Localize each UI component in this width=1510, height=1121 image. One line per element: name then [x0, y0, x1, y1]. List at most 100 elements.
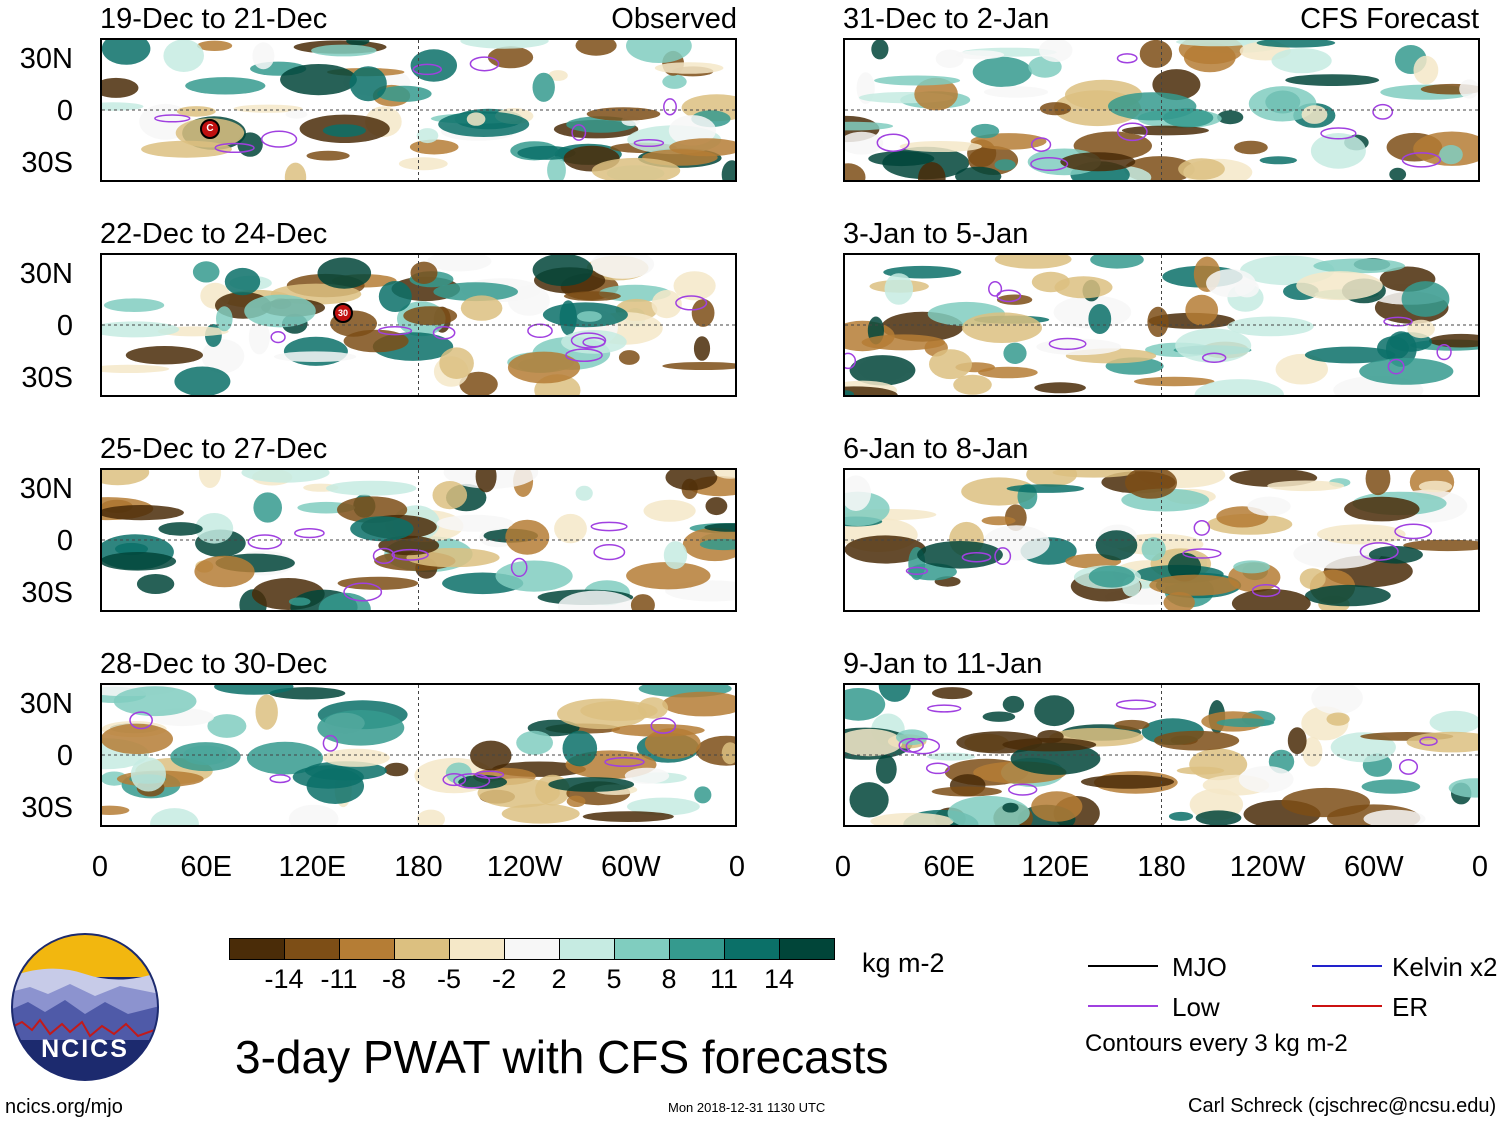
longitude-label: 180 [394, 851, 443, 883]
low-contour [432, 326, 456, 340]
pwat-anomaly [102, 364, 170, 373]
low-contour [675, 295, 708, 311]
pwat-anomaly [1002, 695, 1025, 713]
colorbar-swatch [779, 938, 835, 960]
pwat-anomaly [699, 538, 735, 551]
pwat-anomaly [875, 754, 897, 784]
pwat-anomaly [1311, 685, 1363, 715]
pwat-anomaly [349, 66, 387, 102]
pwat-anomaly [654, 62, 724, 74]
pwat-anomaly [947, 795, 1030, 825]
pwat-anomaly [1147, 306, 1169, 337]
pwat-anomaly [274, 351, 357, 362]
low-contour [343, 582, 383, 602]
pwat-anomaly [505, 519, 550, 555]
pwat-anomaly [406, 548, 500, 568]
pwat-map [100, 468, 737, 612]
longitude-label: 60E [180, 851, 232, 883]
pwat-map [843, 468, 1480, 612]
pwat-anomaly [466, 112, 486, 126]
pwat-field [102, 255, 735, 395]
pwat-anomaly [1231, 589, 1311, 610]
low-contour [1394, 523, 1433, 540]
pwat-anomaly [1134, 376, 1215, 387]
pwat-anomaly [918, 162, 946, 180]
pwat-map [843, 683, 1480, 827]
pwat-anomaly [1296, 271, 1383, 301]
low-contour [925, 762, 950, 775]
pwat-anomaly [1285, 74, 1380, 86]
pwat-anomaly [1389, 167, 1407, 180]
low-contour [412, 63, 443, 76]
pwat-anomaly [1034, 382, 1086, 394]
pwat-anomaly [651, 290, 682, 319]
low-contour [1048, 337, 1087, 351]
pwat-anomaly [317, 710, 405, 746]
pwat-anomaly [1088, 304, 1112, 334]
pwat-anomaly [102, 505, 184, 521]
pwat-anomaly [102, 723, 173, 755]
low-contour [905, 737, 941, 755]
pwat-anomaly [669, 138, 735, 157]
pwat-anomaly [630, 594, 655, 610]
low-contour [474, 770, 505, 779]
pwat-anomaly [554, 513, 587, 544]
pwat-anomaly [102, 40, 151, 65]
website-link[interactable]: ncics.org/mjo [5, 1096, 123, 1118]
pwat-map [100, 253, 737, 397]
pwat-anomaly [163, 40, 204, 72]
latitude-label: 0 [56, 740, 73, 772]
pwat-anomaly [662, 362, 735, 370]
pwat-anomaly [409, 139, 459, 155]
low-contour [469, 56, 500, 72]
pwat-anomaly [1003, 342, 1027, 364]
pwat-anomaly [288, 804, 339, 825]
pwat-anomaly [972, 56, 1032, 87]
pwat-anomaly [306, 768, 364, 804]
pwat-anomaly [929, 349, 972, 380]
pwat-anomaly [470, 740, 512, 771]
pwat-anomaly [1304, 346, 1396, 364]
longitude-label: 120W [1229, 851, 1306, 883]
pwat-anomaly [561, 330, 627, 354]
colorbar-tick-label: -2 [491, 964, 516, 994]
pwat-anomaly [378, 281, 412, 312]
low-contour [593, 543, 626, 561]
low-contour [1436, 343, 1452, 361]
colorbar-tick-label: -11 [320, 964, 358, 994]
pwat-anomaly [532, 72, 555, 102]
pwat-anomaly [644, 728, 701, 760]
latitude-label: 0 [56, 310, 73, 342]
pwat-anomaly [970, 123, 1000, 139]
pwat-anomaly [961, 477, 1037, 506]
storm-marker: 30 [333, 303, 353, 323]
low-contour [269, 774, 291, 784]
timestamp: Mon 2018-12-31 1130 UTC [668, 1100, 826, 1115]
pwat-anomaly [1403, 539, 1478, 552]
legend-label-kelvin: Kelvin x2 [1392, 952, 1498, 982]
colorbar-tick-label: 14 [763, 964, 795, 994]
pwat-anomaly [557, 698, 647, 729]
low-contour [1383, 316, 1413, 327]
pwat-anomaly [845, 728, 903, 757]
colorbar-tick-label: -5 [436, 964, 461, 994]
longitude-label: 0 [834, 851, 852, 883]
low-contour [845, 352, 857, 370]
storm-marker: C [200, 119, 220, 139]
pwat-map [100, 683, 737, 827]
logo-text: NCICS [41, 1035, 129, 1063]
low-contour [604, 756, 645, 768]
pwat-anomaly [280, 64, 357, 96]
pwat-anomaly [714, 470, 735, 479]
low-contour [294, 527, 325, 539]
pwat-anomaly [487, 46, 534, 69]
pwat-anomaly [1299, 568, 1326, 590]
pwat-anomaly [994, 159, 1016, 171]
low-contour [650, 717, 677, 734]
pwat-anomaly [962, 312, 1042, 343]
pwat-anomaly [1139, 40, 1173, 68]
pwat-anomaly [586, 107, 661, 121]
low-contour [1116, 53, 1138, 64]
longitude-label: 120W [486, 851, 563, 883]
longitude-label: 120E [1021, 851, 1090, 883]
